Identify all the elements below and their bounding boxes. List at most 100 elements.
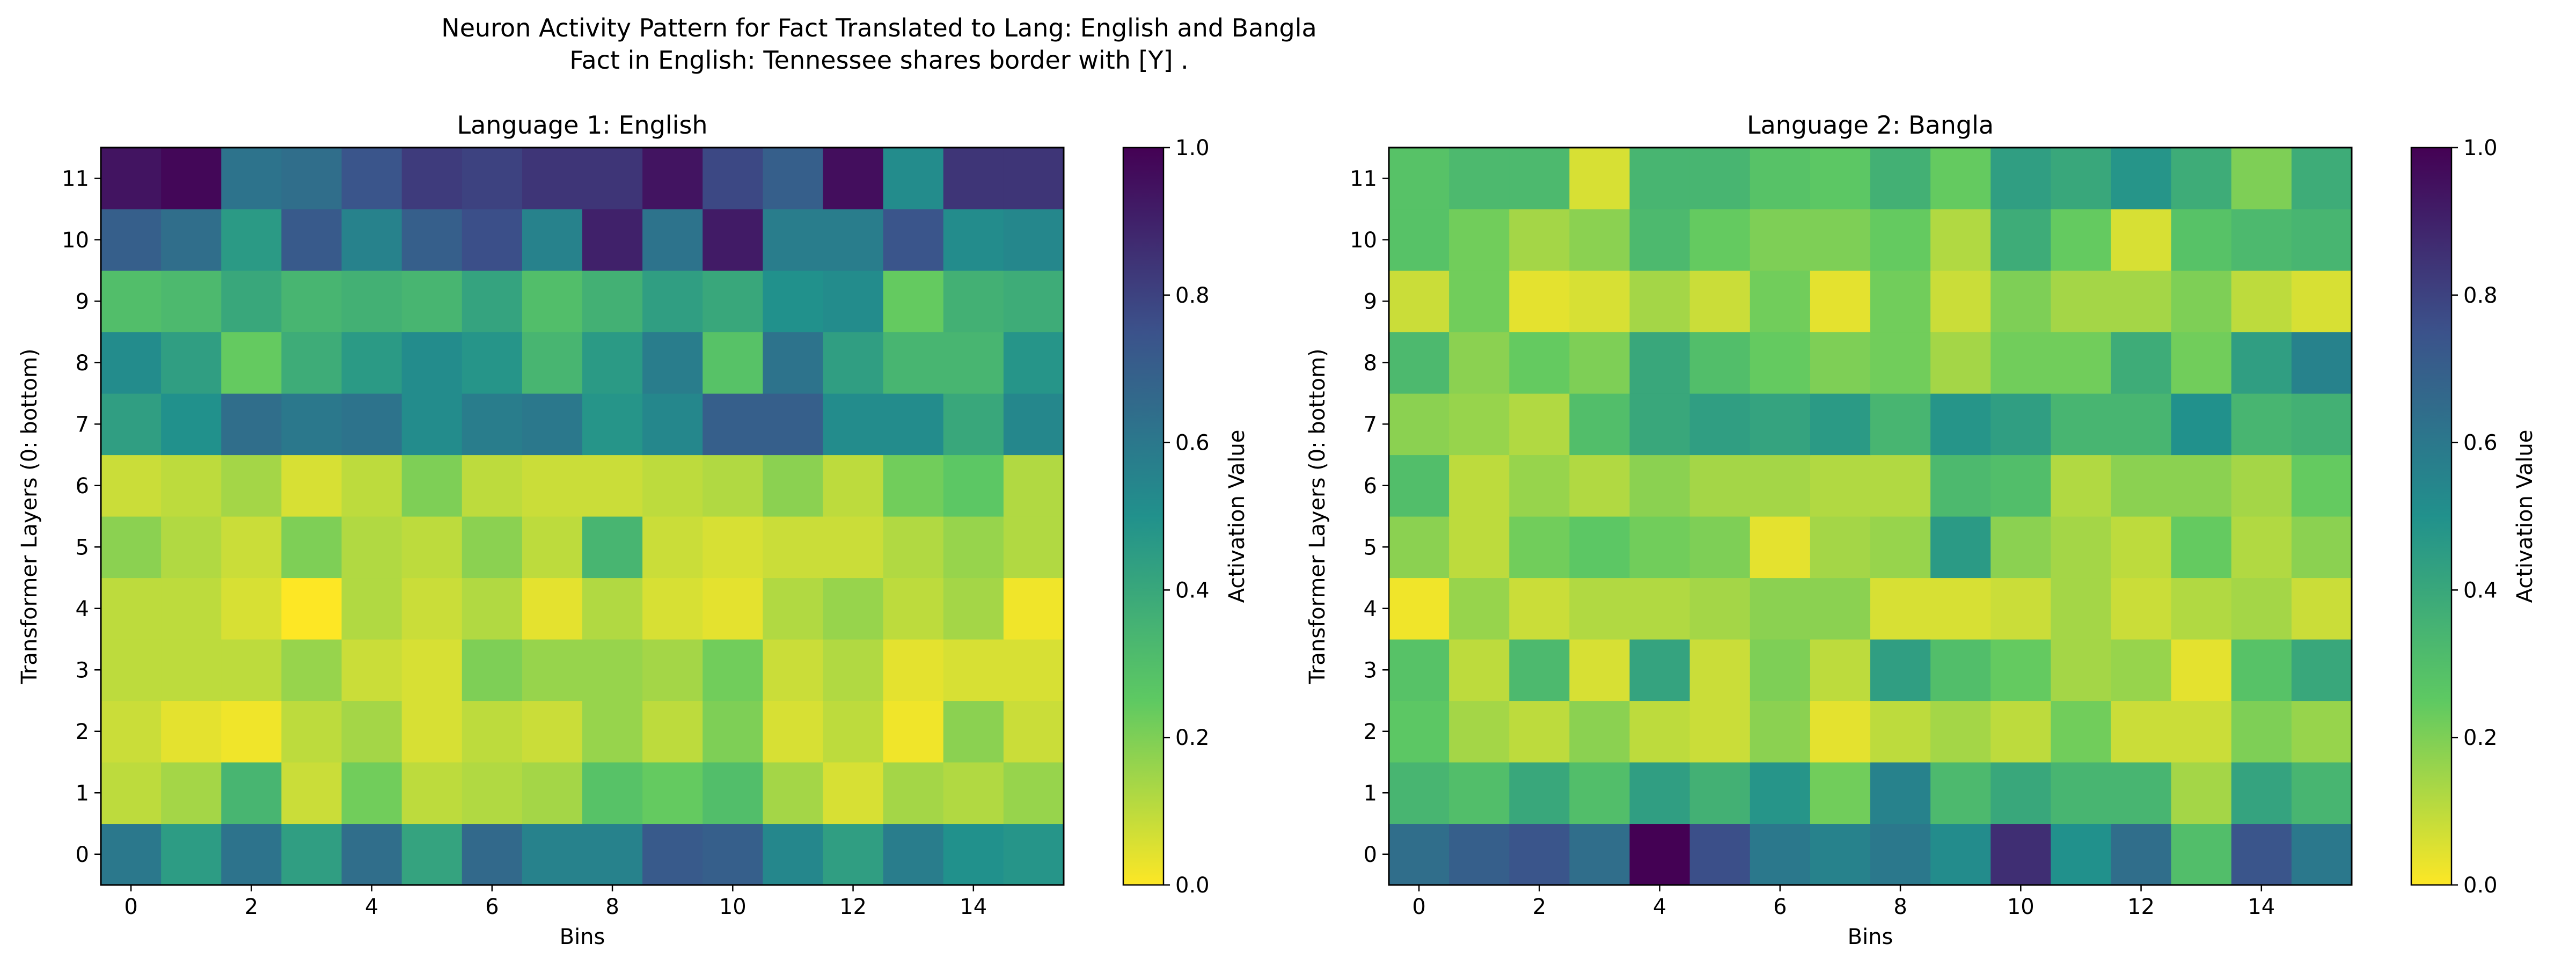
heatmap-cell — [1449, 823, 1510, 885]
heatmap-cell — [401, 332, 463, 394]
heatmap-cell — [101, 700, 162, 763]
heatmap-cell — [1449, 148, 1510, 210]
heatmap-cell — [341, 393, 402, 456]
x-tick-label: 0 — [124, 895, 137, 919]
heatmap-cell — [462, 332, 523, 394]
x-tick-label: 4 — [365, 895, 378, 919]
heatmap-cell — [642, 700, 703, 763]
heatmap-cell — [161, 823, 222, 885]
heatmap-cell — [1870, 148, 1931, 210]
heatmap-cell — [1389, 393, 1450, 456]
heatmap-cell — [101, 270, 162, 333]
heatmap-cell — [2231, 270, 2292, 333]
heatmap-cell — [763, 762, 824, 824]
heatmap-cell — [101, 639, 162, 701]
heatmap-cell — [341, 209, 402, 271]
heatmap-cell — [943, 516, 1004, 579]
heatmap-cell — [1629, 270, 1690, 333]
heatmap-cell — [1990, 700, 2051, 763]
heatmap-cell — [522, 455, 583, 517]
heatmap-cell — [1990, 270, 2051, 333]
heatmap-cell — [1750, 393, 1811, 456]
heatmap-cell — [401, 455, 463, 517]
heatmap-cell — [1930, 270, 1991, 333]
heatmap-cell — [823, 577, 884, 640]
heatmap-cell — [2111, 762, 2172, 824]
heatmap-cell — [883, 393, 944, 456]
heatmap-cell — [341, 762, 402, 824]
heatmap-cell — [1990, 762, 2051, 824]
heatmap-cell — [582, 700, 643, 763]
heatmap-cell — [823, 516, 884, 579]
heatmap-cell — [281, 393, 342, 456]
heatmap-cell — [462, 270, 523, 333]
heatmap-cell — [1629, 148, 1690, 210]
heatmap-cell — [1930, 700, 1991, 763]
heatmap-cell — [1990, 209, 2051, 271]
heatmap-cell — [221, 148, 282, 210]
heatmap-cell — [2231, 393, 2292, 456]
heatmap-cell — [1003, 577, 1064, 640]
heatmap-cell — [1870, 577, 1931, 640]
heatmap-cell — [522, 332, 583, 394]
y-tick-label: 9 — [76, 289, 89, 314]
heatmap-cell — [1689, 393, 1751, 456]
heatmap-cell — [221, 577, 282, 640]
heatmap-cell — [642, 762, 703, 824]
heatmap-cell — [1930, 148, 1991, 210]
heatmap-cell — [1870, 823, 1931, 885]
heatmap-cell — [1449, 762, 1510, 824]
heatmap-cell — [101, 577, 162, 640]
heatmap-cell — [2111, 639, 2172, 701]
heatmap-cell — [1629, 516, 1690, 579]
heatmap-cell — [823, 270, 884, 333]
heatmap-cell — [2171, 823, 2232, 885]
heatmap-cell — [702, 455, 763, 517]
heatmap-cell — [2291, 639, 2352, 701]
heatmap-cell — [341, 639, 402, 701]
heatmap-cell — [1003, 516, 1064, 579]
heatmap-cell — [1003, 332, 1064, 394]
heatmap-cell — [2291, 577, 2352, 640]
heatmap-cell — [2291, 270, 2352, 333]
heatmap-cell — [2051, 516, 2112, 579]
heatmap-cell — [883, 762, 944, 824]
heatmap-cell — [763, 639, 824, 701]
heatmap-cell — [341, 148, 402, 210]
heatmap-cell — [2231, 639, 2292, 701]
heatmap-cell — [522, 148, 583, 210]
colorbar-tick-label: 0.4 — [2463, 578, 2498, 603]
heatmap-cell — [2171, 393, 2232, 456]
heatmap-cell — [1689, 823, 1751, 885]
heatmap-cell — [462, 455, 523, 517]
colorbar-tick-label: 0.6 — [2463, 431, 2498, 456]
x-tick-label: 10 — [719, 895, 747, 919]
heatmap-cell — [401, 270, 463, 333]
heatmap-cell — [522, 823, 583, 885]
y-tick-label: 1 — [1364, 781, 1377, 806]
heatmap-cell — [582, 270, 643, 333]
heatmap-cell — [763, 823, 824, 885]
x-tick-label: 10 — [2007, 895, 2035, 919]
heatmap-cell — [1389, 823, 1450, 885]
heatmap-cell — [1569, 700, 1630, 763]
heatmap-cell — [642, 393, 703, 456]
heatmap-cell — [101, 393, 162, 456]
heatmap-cell — [221, 516, 282, 579]
heatmap-cell — [1509, 577, 1570, 640]
heatmap-cell — [1750, 516, 1811, 579]
heatmap-cell — [1629, 700, 1690, 763]
heatmap-cell — [221, 700, 282, 763]
heatmap-cell — [462, 577, 523, 640]
heatmap-cell — [522, 516, 583, 579]
heatmap-cell — [883, 455, 944, 517]
heatmap-cell — [1870, 393, 1931, 456]
heatmap-cell — [1810, 823, 1871, 885]
heatmap-cell — [1750, 455, 1811, 517]
heatmap-cell — [1810, 762, 1871, 824]
heatmap-cell — [2231, 516, 2292, 579]
heatmap-cell — [161, 148, 222, 210]
